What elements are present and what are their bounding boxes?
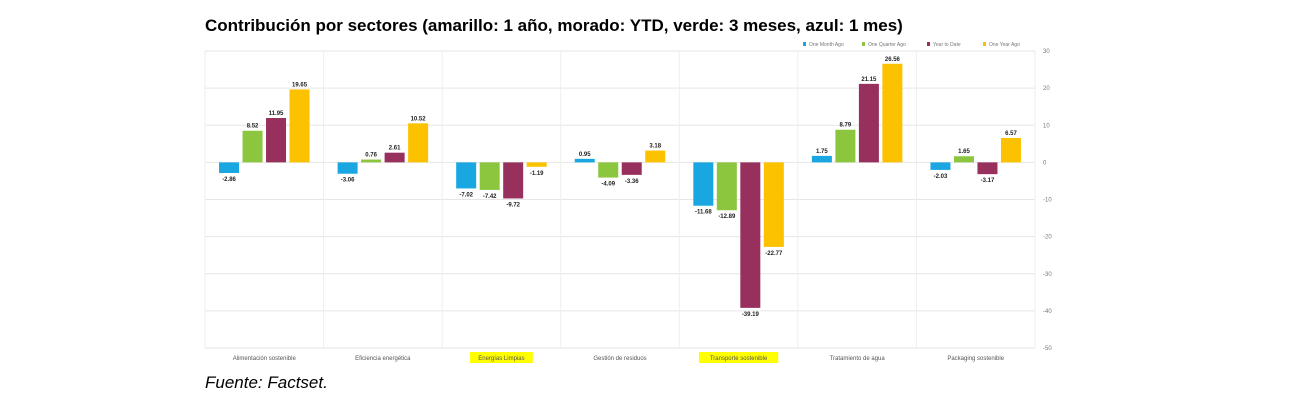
bar-value-label: -3.36 [625, 179, 639, 185]
x-category-label: Eficiencia energética [355, 356, 411, 362]
bar-one-quarter-ago [835, 129, 856, 163]
bar-one-month-ago [693, 162, 714, 206]
legend-swatch [927, 42, 930, 46]
y-tick-label: -50 [1043, 346, 1052, 352]
x-category-label: Tratamiento de agua [830, 356, 886, 362]
bar-year-to-date [266, 118, 287, 163]
bar-one-quarter-ago [361, 159, 382, 163]
bar-value-label: -11.68 [695, 210, 712, 216]
legend-entry: One Quarter Ago [868, 42, 906, 48]
bar-value-label: 2.61 [389, 146, 401, 152]
bar-one-month-ago [456, 162, 477, 189]
bar-one-year-ago [289, 89, 310, 163]
category-highlight [698, 352, 779, 363]
legend-swatch [803, 42, 806, 46]
bar-one-year-ago [1000, 137, 1021, 163]
bar-one-year-ago [763, 162, 784, 247]
bar-value-label: -22.77 [765, 251, 783, 257]
legend-entry: One Year Ago [989, 42, 1020, 48]
x-category-label: Packaging sostenible [947, 356, 1004, 362]
y-tick-label: 10 [1043, 123, 1050, 129]
bar-one-year-ago [408, 123, 429, 163]
bar-value-label: 3.18 [649, 144, 661, 150]
bar-one-month-ago [811, 155, 832, 163]
x-category-label: Transporte sostenible [710, 356, 768, 362]
y-tick-label: -20 [1043, 235, 1052, 241]
x-category-label: Alimentación sostenible [233, 356, 297, 362]
bar-one-month-ago [337, 162, 358, 174]
bar-one-year-ago [882, 63, 903, 163]
bar-value-label: 10.52 [411, 116, 427, 122]
bar-one-month-ago [574, 158, 595, 163]
bar-value-label: 6.57 [1005, 131, 1017, 137]
bar-year-to-date [858, 83, 879, 163]
y-tick-label: -40 [1043, 309, 1052, 315]
y-tick-label: -30 [1043, 272, 1052, 278]
x-category-label: Gestión de residuos [593, 356, 646, 362]
y-tick-label: 30 [1043, 49, 1050, 55]
legend-entry: One Month Ago [809, 42, 844, 48]
bar-year-to-date [384, 152, 405, 163]
legend-swatch [862, 42, 865, 46]
bar-value-label: 8.79 [840, 123, 852, 129]
bar-value-label: -7.42 [483, 194, 497, 200]
bar-one-quarter-ago [479, 162, 500, 190]
y-tick-label: 20 [1043, 86, 1050, 92]
bar-one-quarter-ago [598, 162, 619, 178]
bar-value-label: -1.19 [530, 171, 544, 177]
x-category-label: Energías Limpias [478, 356, 524, 362]
bar-value-label: -7.02 [459, 192, 473, 198]
bar-value-label: 21.15 [861, 77, 877, 83]
category-highlight [470, 352, 533, 363]
legend-entry: Year to Date [933, 42, 961, 48]
bar-value-label: 26.56 [885, 57, 901, 63]
bar-one-year-ago [645, 150, 666, 163]
bar-value-label: 1.65 [958, 149, 970, 155]
bar-value-label: -3.06 [341, 178, 355, 184]
chart-title: Contribución por sectores (amarillo: 1 a… [205, 16, 903, 35]
bar-one-year-ago [526, 162, 547, 167]
bar-year-to-date [503, 162, 524, 199]
source-note: Fuente: Factset. [205, 373, 328, 392]
bar-value-label: -2.03 [934, 174, 948, 180]
bar-value-label: -4.09 [601, 182, 615, 188]
bar-value-label: -2.86 [222, 177, 236, 183]
bar-value-label: 8.52 [247, 124, 259, 130]
y-tick-label: -10 [1043, 198, 1052, 204]
bar-value-label: 0.95 [579, 152, 591, 158]
bar-value-label: 11.95 [269, 111, 284, 117]
y-tick-label: 0 [1043, 160, 1047, 166]
bar-value-label: 1.75 [816, 149, 828, 155]
bar-value-label: 19.65 [292, 82, 308, 88]
bar-one-month-ago [219, 162, 240, 173]
bar-value-label: -39.19 [742, 312, 760, 318]
bar-value-label: 0.76 [365, 153, 377, 159]
bar-value-label: -9.72 [506, 202, 520, 208]
legend-swatch [983, 42, 986, 46]
bar-value-label: -12.89 [718, 214, 736, 220]
bar-year-to-date [621, 162, 642, 175]
bar-one-quarter-ago [716, 162, 737, 211]
bar-one-quarter-ago [242, 130, 263, 163]
bar-year-to-date [740, 162, 761, 308]
bar-one-quarter-ago [953, 156, 974, 163]
bar-year-to-date [977, 162, 998, 175]
bar-one-month-ago [930, 162, 951, 170]
bar-value-label: -3.17 [981, 178, 995, 184]
